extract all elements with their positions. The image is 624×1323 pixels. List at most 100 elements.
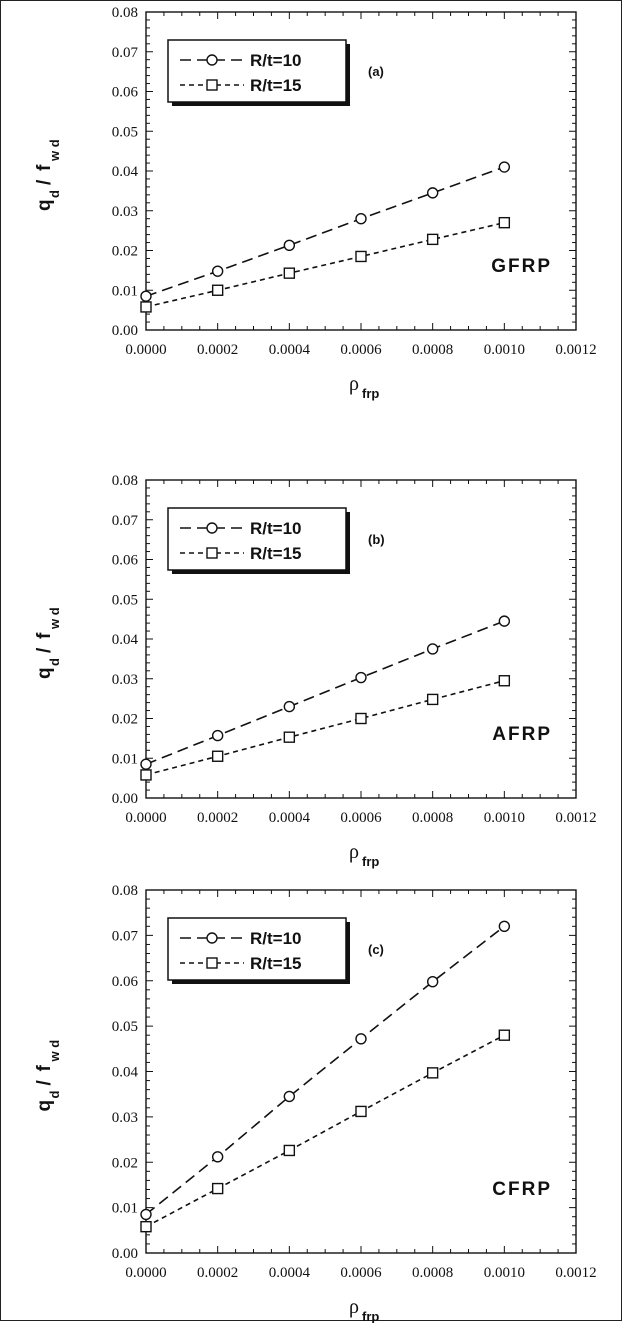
data-point-circle — [140, 290, 152, 302]
y-axis-label: q — [34, 1100, 55, 1112]
data-point-square — [140, 301, 152, 313]
data-point-square — [426, 1067, 439, 1079]
data-point-square — [211, 750, 224, 762]
x-axis-label-subscript: frp — [362, 1309, 379, 1323]
x-tick-label: 0.0000 — [125, 1265, 166, 1281]
x-tick-label: 0.0004 — [269, 1265, 311, 1281]
y-tick-label: 0.07 — [112, 45, 139, 61]
data-point-square — [426, 233, 439, 246]
legend-marker-square — [206, 79, 218, 91]
y-axis-label-denominator: f — [34, 632, 55, 639]
data-point-circle — [355, 671, 367, 684]
y-tick-label: 0.02 — [112, 1155, 138, 1171]
data-point-circle — [498, 920, 511, 932]
x-tick-label: 0.0008 — [412, 1265, 453, 1281]
data-point-circle — [498, 615, 511, 627]
data-point-square — [355, 712, 367, 725]
x-tick-label: 0.0010 — [484, 1265, 525, 1281]
data-point-square — [498, 1029, 511, 1041]
y-tick-label: 0.05 — [112, 592, 138, 608]
y-axis-label-divider: / — [34, 179, 55, 185]
data-point-square — [355, 1105, 367, 1118]
y-axis-label-denominator: f — [34, 1065, 55, 1072]
y-tick-label: 0.03 — [112, 1110, 138, 1126]
legend-label: R/t=10 — [250, 51, 302, 70]
y-tick-label: 0.03 — [112, 204, 138, 220]
series-line-1 — [145, 679, 505, 776]
data-point-circle — [283, 700, 296, 713]
y-axis-label-denominator-subscript: w d — [47, 607, 62, 630]
y-tick-label: 0.06 — [112, 85, 139, 101]
x-tick-label: 0.0012 — [555, 1265, 596, 1281]
legend-marker-square — [206, 957, 218, 969]
legend-label: R/t=10 — [250, 519, 302, 538]
x-tick-label: 0.0000 — [125, 342, 166, 358]
y-axis-label-subscript: d — [47, 1091, 62, 1099]
data-point-square — [355, 250, 367, 263]
panel-label: (b) — [368, 532, 385, 547]
material-label: AFRP — [492, 724, 552, 745]
legend-marker-square — [206, 547, 218, 559]
data-point-square — [211, 284, 224, 296]
data-point-square — [283, 267, 296, 279]
legend-box — [167, 39, 347, 103]
legend-label: R/t=15 — [250, 544, 302, 563]
x-tick-label: 0.0006 — [340, 810, 382, 826]
y-tick-label: 0.00 — [112, 791, 138, 807]
x-axis-label: ρ — [349, 841, 359, 863]
data-point-circle — [140, 758, 152, 770]
chart-panel-b: 0.0000 0.0002 0.0004 0.0006 0.0008 0.0010 0.00… — [34, 473, 597, 869]
data-point-square — [140, 1220, 152, 1233]
y-axis-label-group: qd / f w d — [34, 139, 62, 211]
data-point-circle — [498, 161, 511, 173]
y-axis-label: q — [34, 199, 55, 211]
data-point-square — [283, 1144, 296, 1157]
data-point-circle — [283, 239, 296, 252]
series-line-1 — [145, 1034, 505, 1228]
x-tick-label: 0.0002 — [197, 1265, 238, 1281]
x-tick-label: 0.0008 — [412, 810, 453, 826]
data-point-circle — [283, 1090, 296, 1103]
series-line-0 — [145, 620, 505, 765]
data-point-circle — [211, 1151, 224, 1163]
series-line-1 — [145, 221, 505, 308]
y-tick-label: 0.05 — [112, 1019, 138, 1035]
x-tick-label: 0.0004 — [269, 810, 311, 826]
x-axis-label: ρ — [349, 373, 359, 395]
data-point-square — [498, 216, 511, 229]
data-point-square — [426, 693, 439, 706]
material-label: CFRP — [492, 1179, 552, 1200]
data-point-square — [211, 1182, 224, 1195]
legend-marker-circle — [206, 932, 218, 944]
y-tick-label: 0.06 — [112, 974, 139, 990]
y-tick-label: 0.01 — [112, 1201, 138, 1217]
data-point-square — [140, 769, 152, 781]
y-axis-label-group: qd / f w d — [34, 1040, 62, 1112]
y-tick-label: 0.04 — [112, 632, 139, 648]
y-tick-label: 0.00 — [112, 323, 138, 339]
x-tick-label: 0.0002 — [197, 342, 238, 358]
y-tick-label: 0.05 — [112, 124, 138, 140]
y-axis-label-divider: / — [34, 647, 55, 653]
x-tick-label: 0.0000 — [125, 810, 166, 826]
data-point-circle — [211, 729, 224, 742]
data-point-circle — [355, 212, 367, 225]
y-axis-label-denominator-subscript: w d — [47, 1040, 62, 1063]
y-tick-label: 0.00 — [112, 1246, 138, 1262]
material-label: GFRP — [491, 256, 552, 277]
data-point-circle — [140, 1208, 152, 1221]
legend-label: R/t=15 — [250, 76, 302, 95]
x-tick-label: 0.0012 — [555, 810, 596, 826]
data-point-circle — [211, 265, 224, 277]
y-axis-label-denominator-subscript: w d — [47, 139, 62, 162]
y-axis-label-divider: / — [34, 1080, 55, 1086]
data-point-circle — [426, 187, 439, 199]
y-tick-label: 0.08 — [112, 5, 138, 21]
y-tick-label: 0.01 — [112, 283, 138, 299]
y-axis-label-subscript: d — [47, 190, 62, 198]
y-tick-label: 0.01 — [112, 751, 138, 767]
data-point-square — [498, 675, 511, 687]
data-point-circle — [426, 643, 439, 655]
y-axis-label-subscript: d — [47, 658, 62, 666]
